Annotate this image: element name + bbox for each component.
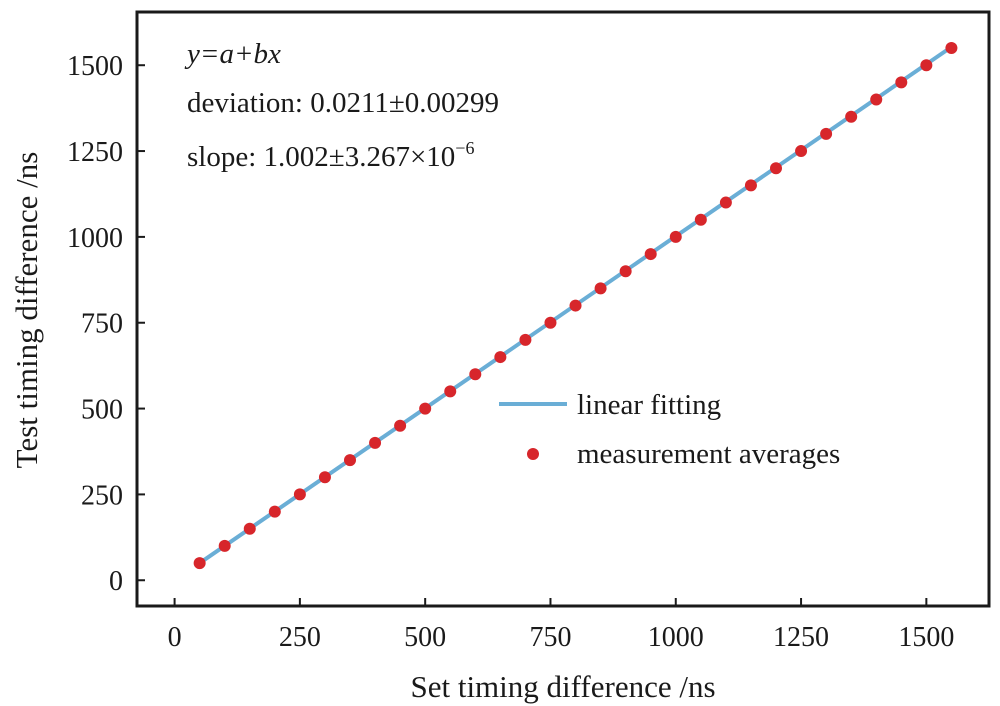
data-point bbox=[694, 213, 707, 226]
data-point bbox=[344, 454, 356, 467]
data-point bbox=[444, 385, 457, 398]
legend: linear fitting measurement averages bbox=[499, 389, 840, 470]
axis-ticks: 0 250 500 750 1000 1250 1500 0 250 500 750 1000 1250… bbox=[67, 51, 954, 653]
data-point bbox=[519, 333, 532, 346]
data-point bbox=[945, 42, 958, 55]
x-tick-label: 0 bbox=[168, 622, 182, 653]
data-point bbox=[419, 402, 432, 415]
legend-label-linear-fitting: linear fitting bbox=[577, 389, 721, 421]
data-point bbox=[594, 282, 607, 295]
data-point bbox=[795, 145, 808, 158]
data-point bbox=[870, 93, 883, 106]
data-point bbox=[845, 110, 858, 123]
x-tick-label: 1500 bbox=[898, 622, 954, 653]
data-point bbox=[719, 196, 732, 209]
x-tick-label: 1000 bbox=[648, 622, 704, 653]
data-point bbox=[544, 316, 557, 329]
data-point bbox=[494, 351, 507, 364]
annotation-deviation: deviation: 0.0211±0.00299 bbox=[187, 87, 499, 119]
y-tick-label: 750 bbox=[81, 309, 123, 340]
data-point bbox=[394, 419, 407, 432]
data-point bbox=[569, 299, 582, 312]
legend-label-measurement-averages: measurement averages bbox=[577, 438, 840, 470]
data-point bbox=[619, 265, 632, 278]
data-point bbox=[820, 127, 833, 140]
y-tick-label: 1000 bbox=[67, 223, 123, 254]
data-point bbox=[193, 557, 206, 570]
x-tick-label: 250 bbox=[279, 622, 321, 653]
data-point bbox=[369, 436, 382, 449]
y-tick-label: 1250 bbox=[67, 137, 123, 168]
data-point bbox=[920, 59, 933, 72]
data-point bbox=[744, 179, 757, 192]
data-point bbox=[770, 162, 782, 175]
data-point bbox=[243, 522, 256, 535]
x-tick-label: 750 bbox=[529, 622, 571, 653]
x-tick-label: 1250 bbox=[773, 622, 829, 653]
annotation-slope: slope: 1.002±3.267×10−6 bbox=[187, 138, 474, 173]
series-layer bbox=[193, 42, 958, 570]
y-tick-label: 1500 bbox=[67, 51, 123, 82]
x-axis-title: Set timing difference /ns bbox=[410, 669, 715, 704]
data-point bbox=[895, 76, 908, 89]
data-point bbox=[268, 505, 281, 518]
y-tick-label: 0 bbox=[109, 566, 123, 597]
x-tick-label: 500 bbox=[404, 622, 446, 653]
annotation-slope-main: slope: 1.002±3.267×10 bbox=[187, 141, 455, 173]
data-point bbox=[469, 368, 482, 381]
data-point bbox=[669, 230, 682, 243]
data-point bbox=[293, 488, 306, 501]
data-point bbox=[218, 539, 231, 552]
annotation-equation: y=a+bx bbox=[184, 38, 281, 70]
data-point bbox=[644, 248, 657, 261]
annotation-slope-exponent: −6 bbox=[455, 138, 474, 158]
y-axis-title: Test timing difference /ns bbox=[9, 152, 44, 469]
data-point bbox=[318, 471, 331, 484]
legend-marker-swatch bbox=[527, 448, 539, 460]
y-tick-label: 250 bbox=[81, 480, 123, 511]
y-tick-label: 500 bbox=[81, 395, 123, 426]
